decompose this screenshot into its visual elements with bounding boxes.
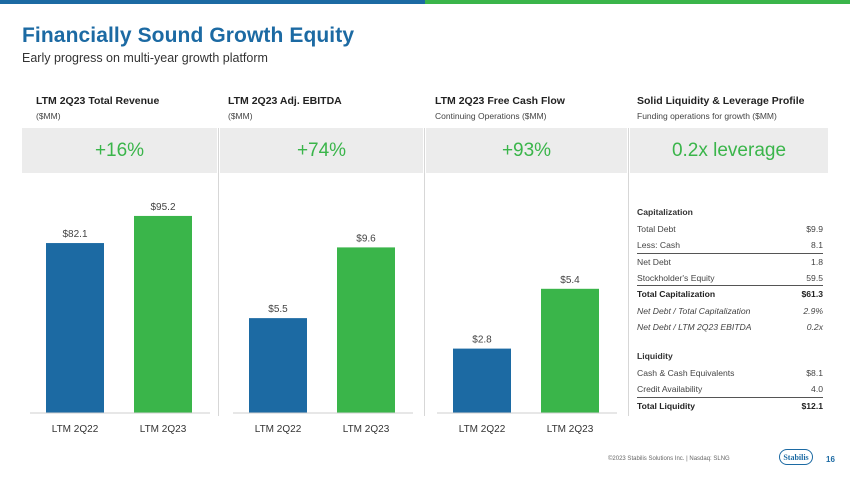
- data-label: $5.5: [268, 304, 288, 315]
- revenue-heading-block: LTM 2Q23 Total Revenue ($MM): [36, 95, 236, 121]
- row-value: $61.3: [801, 289, 823, 300]
- top-accent-bar: [0, 0, 850, 4]
- ebitda-chart-svg: $5.5 LTM 2Q22 $9.6 LTM 2Q23: [233, 233, 413, 435]
- ebitda-subheading: ($MM): [228, 111, 253, 121]
- row-label: Credit Availability: [637, 384, 703, 395]
- row-value: 2.9%: [803, 305, 823, 316]
- bar-ltm-2q23: [337, 247, 395, 413]
- row-label: Net Debt: [637, 256, 671, 267]
- category-label: LTM 2Q22: [255, 424, 302, 435]
- row-value: 4.0: [811, 384, 823, 395]
- capitalization-table: Capitalization Total Debt $9.9 Less: Cash…: [637, 207, 823, 414]
- row-value: $8.1: [806, 368, 823, 379]
- bar-ltm-2q22: [453, 348, 511, 413]
- row-label: Total Liquidity: [637, 400, 696, 411]
- table-spacer: [637, 335, 823, 351]
- table-row: Net Debt / LTM 2Q23 EBITDA 0.2x: [637, 319, 823, 335]
- row-value: 59.5: [806, 272, 823, 283]
- capitalization-title: Capitalization: [637, 207, 693, 217]
- table-row: Less: Cash 8.1: [637, 237, 823, 254]
- column-divider: [218, 128, 219, 416]
- row-label: Net Debt / Total Capitalization: [637, 305, 751, 316]
- page-subtitle: Early progress on multi-year growth plat…: [22, 51, 268, 65]
- row-value: 1.8: [811, 256, 823, 267]
- data-label: $5.4: [560, 275, 580, 286]
- row-value: $12.1: [801, 400, 823, 411]
- row-value: 8.1: [811, 239, 823, 250]
- liquidity-title: Liquidity: [637, 351, 673, 362]
- fcf-heading-block: LTM 2Q23 Free Cash Flow Continuing Opera…: [435, 95, 635, 121]
- category-label: LTM 2Q23: [547, 424, 594, 435]
- data-label: $9.6: [356, 233, 376, 244]
- table-row: Total Debt $9.9: [637, 221, 823, 237]
- column-divider: [628, 128, 629, 416]
- revenue-chart-svg: $82.1 LTM 2Q22 $95.2 LTM 2Q23: [30, 202, 210, 435]
- fcf-heading: LTM 2Q23 Free Cash Flow: [435, 95, 565, 107]
- stabilis-logo: Stabilis: [779, 449, 813, 465]
- ebitda-chart: $5.5 LTM 2Q22 $9.6 LTM 2Q23: [233, 176, 413, 436]
- data-label: $2.8: [472, 335, 492, 346]
- category-label: LTM 2Q23: [140, 424, 187, 435]
- row-value: $9.9: [806, 224, 823, 235]
- ebitda-heading: LTM 2Q23 Adj. EBITDA: [228, 95, 342, 107]
- data-label: $95.2: [150, 202, 175, 213]
- ebitda-heading-block: LTM 2Q23 Adj. EBITDA ($MM): [228, 95, 428, 121]
- revenue-subheading: ($MM): [36, 111, 61, 121]
- fcf-subheading: Continuing Operations ($MM): [435, 111, 547, 121]
- leverage-value: 0.2x leverage: [671, 139, 787, 161]
- row-label: Less: Cash: [637, 239, 680, 250]
- table-row: Stockholder's Equity 59.5: [637, 270, 823, 287]
- fcf-growth: +93%: [501, 139, 552, 161]
- footer-copyright: ©2023 Stabilis Solutions Inc. | Nasdaq: …: [608, 456, 730, 462]
- table-row: Cash & Cash Equivalents $8.1: [637, 365, 823, 381]
- fcf-chart: $2.8 LTM 2Q22 $5.4 LTM 2Q23: [437, 176, 617, 436]
- bar-ltm-2q23: [541, 288, 599, 413]
- revenue-growth-band: +16%: [22, 128, 217, 173]
- ebitda-growth-band: +74%: [220, 128, 423, 173]
- page-number: 16: [826, 455, 835, 464]
- category-label: LTM 2Q22: [52, 424, 99, 435]
- column-divider: [424, 128, 425, 416]
- bar-ltm-2q22: [249, 318, 307, 413]
- liquidity-subheading: Funding operations for growth ($MM): [637, 111, 777, 121]
- leverage-band: 0.2x leverage: [630, 128, 828, 173]
- ebitda-growth: +74%: [296, 139, 347, 161]
- row-label: Stockholder's Equity: [637, 272, 715, 283]
- row-label: Total Debt: [637, 224, 676, 235]
- top-accent-blue: [0, 0, 425, 4]
- row-value: 0.2x: [806, 321, 823, 332]
- revenue-heading: LTM 2Q23 Total Revenue: [36, 95, 160, 107]
- bar-ltm-2q23: [134, 215, 192, 413]
- fcf-growth-band: +93%: [426, 128, 627, 173]
- bar-ltm-2q22: [46, 243, 104, 413]
- category-label: LTM 2Q22: [459, 424, 506, 435]
- table-row: Net Debt 1.8: [637, 254, 823, 270]
- liquidity-heading-block: Solid Liquidity & Leverage Profile Fundi…: [637, 95, 837, 121]
- row-label: Total Capitalization: [637, 289, 716, 300]
- category-label: LTM 2Q23: [343, 424, 390, 435]
- fcf-chart-svg: $2.8 LTM 2Q22 $5.4 LTM 2Q23: [437, 275, 617, 435]
- page-title: Financially Sound Growth Equity: [22, 24, 355, 47]
- row-label: Net Debt / LTM 2Q23 EBITDA: [637, 321, 752, 332]
- table-row: Total Liquidity $12.1: [637, 398, 823, 414]
- table-row: Credit Availability 4.0: [637, 381, 823, 398]
- table-row: Total Capitalization $61.3: [637, 286, 823, 302]
- data-label: $82.1: [62, 229, 87, 240]
- row-label: Cash & Cash Equivalents: [637, 368, 735, 379]
- revenue-growth: +16%: [94, 139, 145, 161]
- revenue-chart: $82.1 LTM 2Q22 $95.2 LTM 2Q23: [30, 176, 210, 436]
- top-accent-green: [425, 0, 850, 4]
- table-row: Net Debt / Total Capitalization 2.9%: [637, 302, 823, 318]
- liquidity-heading: Solid Liquidity & Leverage Profile: [637, 95, 805, 107]
